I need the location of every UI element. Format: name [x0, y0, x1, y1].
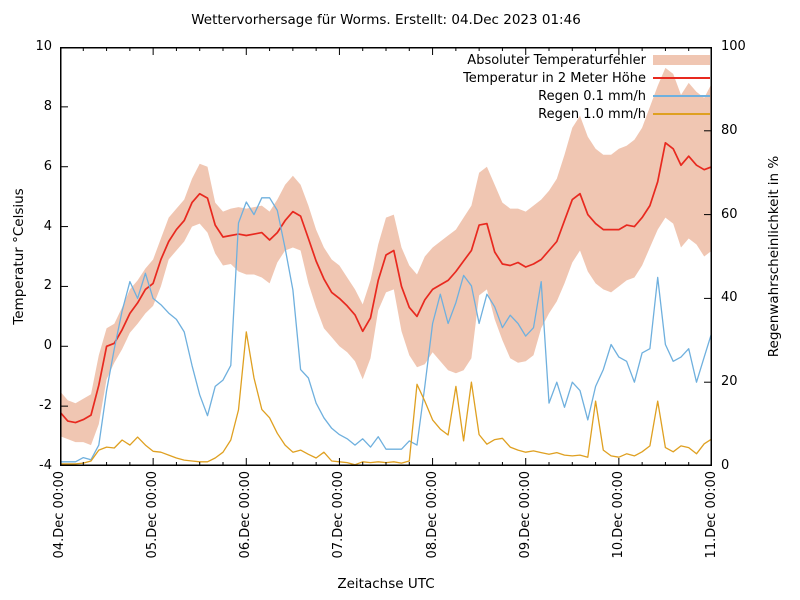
y-axis-label-right: Regenwahrscheinlichkeit in %: [766, 155, 782, 358]
legend-item-rain-10: Regen 1.0 mm/h: [463, 105, 710, 123]
y-tick-label-right: 80: [721, 122, 738, 138]
legend: Absoluter Temperaturfehler Temperatur in…: [463, 51, 710, 123]
y-tick-label-right: 60: [721, 206, 738, 222]
chart-title: Wettervorhersage für Worms. Erstellt: 04…: [191, 12, 581, 28]
legend-swatch-temperature: [653, 76, 710, 80]
plot-area: [60, 47, 712, 466]
legend-item-temperature: Temperatur in 2 Meter Höhe: [463, 69, 710, 87]
y-tick-label-left: -4: [39, 458, 52, 473]
x-tick-label: 05.Dec 00:00: [145, 471, 161, 559]
x-tick-label: 11.Dec 00:00: [704, 471, 719, 559]
legend-label-rain-01: Regen 0.1 mm/h: [538, 88, 646, 104]
y-tick-label-left: 10: [35, 39, 52, 54]
y-tick-label-left: -2: [39, 398, 52, 414]
y-tick-label-left: 8: [43, 98, 52, 114]
x-tick-label: 09.Dec 00:00: [517, 471, 533, 559]
legend-item-error-band: Absoluter Temperaturfehler: [463, 51, 710, 69]
x-axis-label: Zeitachse UTC: [337, 576, 435, 592]
legend-swatch-error-band: [653, 55, 710, 65]
x-tick-label: 04.Dec 00:00: [52, 471, 67, 559]
x-tick-label: 08.Dec 00:00: [424, 471, 440, 559]
y-tick-label-right: 40: [721, 290, 738, 306]
rain-10-line: [60, 331, 712, 466]
legend-label-rain-10: Regen 1.0 mm/h: [538, 106, 646, 122]
legend-label-error-band: Absoluter Temperaturfehler: [467, 52, 646, 68]
legend-swatch-rain-01: [653, 94, 710, 98]
y-tick-label-left: 4: [43, 218, 52, 234]
y-tick-label-left: 6: [43, 158, 52, 174]
temperature-line: [60, 141, 712, 424]
rain-01-line: [60, 197, 712, 463]
y-tick-label-left: 2: [43, 278, 52, 294]
y-tick-label-left: 0: [43, 338, 52, 354]
y-tick-label-right: 0: [721, 458, 730, 473]
x-tick-label: 10.Dec 00:00: [610, 471, 626, 559]
legend-label-temperature: Temperatur in 2 Meter Höhe: [463, 70, 646, 86]
legend-item-rain-01: Regen 0.1 mm/h: [463, 87, 710, 105]
plot-border: [60, 47, 712, 466]
y-tick-label-right: 20: [721, 374, 738, 390]
x-tick-label: 07.Dec 00:00: [331, 471, 347, 559]
y-tick-label-right: 100: [721, 39, 746, 54]
x-tick-label: 06.Dec 00:00: [238, 471, 254, 559]
legend-swatch-rain-10: [653, 112, 710, 116]
